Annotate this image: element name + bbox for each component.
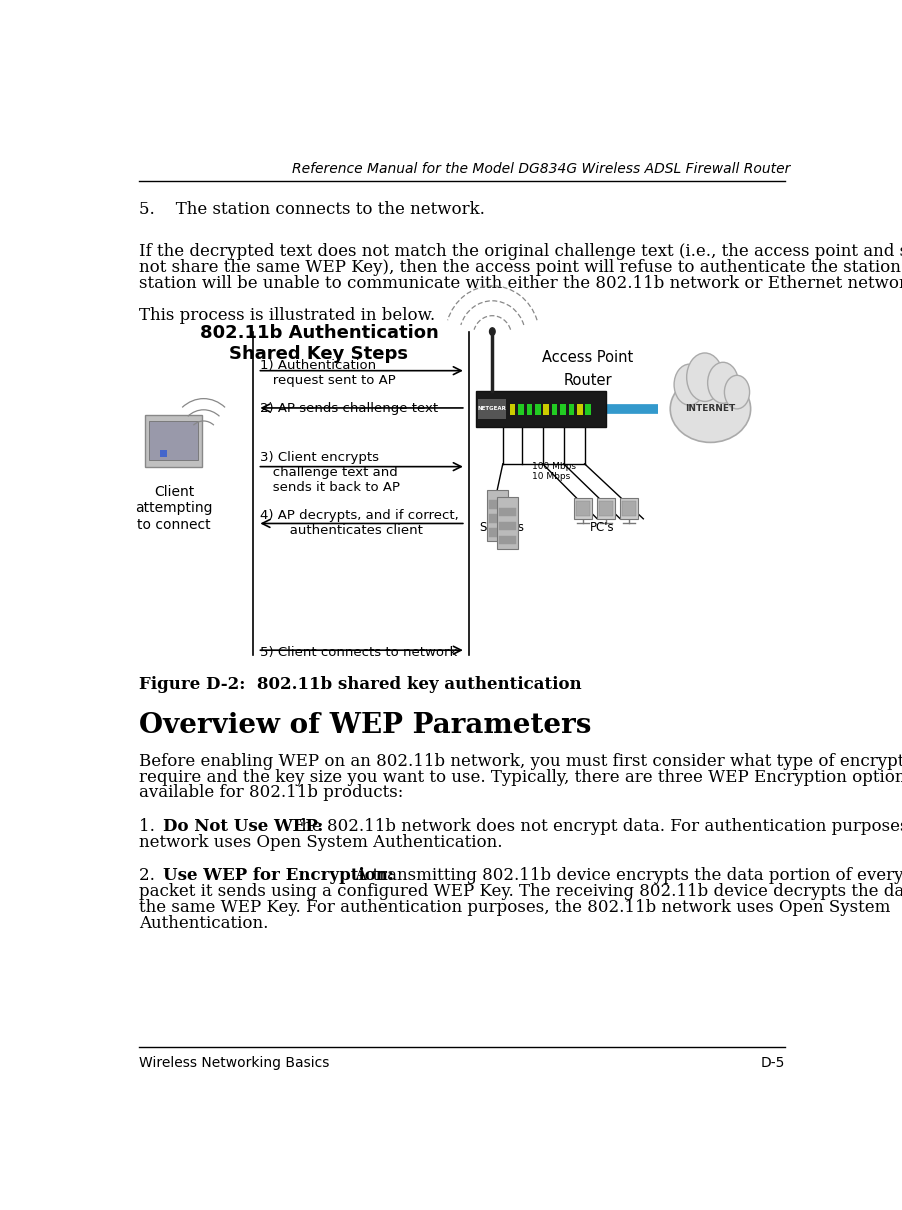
Text: Do Not Use WEP:: Do Not Use WEP: xyxy=(162,818,323,835)
Text: Use WEP for Encryption:: Use WEP for Encryption: xyxy=(162,868,393,885)
Text: Before enabling WEP on an 802.11b network, you must first consider what type of : Before enabling WEP on an 802.11b networ… xyxy=(139,753,902,770)
Text: the same WEP Key. For authentication purposes, the 802.11b network uses Open Sys: the same WEP Key. For authentication pur… xyxy=(139,899,890,916)
Text: Wireless Networking Basics: Wireless Networking Basics xyxy=(139,1056,330,1071)
Bar xyxy=(510,404,515,415)
Bar xyxy=(500,522,516,530)
Text: Router: Router xyxy=(564,373,612,387)
Bar xyxy=(161,450,167,457)
Bar xyxy=(577,404,583,415)
Text: available for 802.11b products:: available for 802.11b products: xyxy=(139,784,404,801)
Text: Overview of WEP Parameters: Overview of WEP Parameters xyxy=(139,711,592,738)
Text: 4) AP decrypts, and if correct,
       authenticates client: 4) AP decrypts, and if correct, authenti… xyxy=(260,508,458,536)
Bar xyxy=(489,528,506,536)
Ellipse shape xyxy=(670,375,750,443)
Text: Access Point: Access Point xyxy=(542,350,634,365)
Text: Figure D-2:  802.11b shared key authentication: Figure D-2: 802.11b shared key authentic… xyxy=(139,676,582,693)
Bar xyxy=(535,404,540,415)
Text: The 802.11b network does not encrypt data. For authentication purposes, the: The 802.11b network does not encrypt dat… xyxy=(285,818,902,835)
Text: 3) Client encrypts
   challenge text and
   sends it back to AP: 3) Client encrypts challenge text and se… xyxy=(260,451,400,494)
Bar xyxy=(568,404,575,415)
Text: 5.    The station connects to the network.: 5. The station connects to the network. xyxy=(139,201,485,218)
Text: station will be unable to communicate with either the 802.11b network or Etherne: station will be unable to communicate wi… xyxy=(139,275,902,292)
Bar xyxy=(575,499,592,519)
Bar xyxy=(500,536,516,544)
Bar xyxy=(560,404,566,415)
Bar xyxy=(497,497,519,548)
Text: PC's: PC's xyxy=(590,520,614,534)
Text: If the decrypted text does not match the original challenge text (i.e., the acce: If the decrypted text does not match the… xyxy=(139,243,902,260)
Text: require and the key size you want to use. Typically, there are three WEP Encrypt: require and the key size you want to use… xyxy=(139,768,902,785)
Bar xyxy=(527,404,532,415)
Text: not share the same WEP Key), then the access point will refuse to authenticate t: not share the same WEP Key), then the ac… xyxy=(139,259,902,276)
Text: This process is illustrated in below.: This process is illustrated in below. xyxy=(139,307,436,324)
Circle shape xyxy=(724,375,750,409)
Bar xyxy=(500,508,516,515)
Text: 5) Client connects to network: 5) Client connects to network xyxy=(260,646,456,659)
Bar xyxy=(487,490,508,541)
Text: Authentication.: Authentication. xyxy=(139,915,269,932)
FancyBboxPatch shape xyxy=(149,421,198,460)
Bar xyxy=(476,391,605,427)
Text: 802.11b Authentication
Shared Key Steps: 802.11b Authentication Shared Key Steps xyxy=(199,324,438,363)
Bar xyxy=(597,499,614,519)
Text: Servers: Servers xyxy=(479,520,524,534)
Text: network uses Open System Authentication.: network uses Open System Authentication. xyxy=(139,834,502,851)
Bar xyxy=(599,501,612,515)
FancyBboxPatch shape xyxy=(145,415,202,467)
Text: INTERNET: INTERNET xyxy=(686,404,735,414)
Bar xyxy=(489,500,506,508)
Circle shape xyxy=(686,353,723,402)
Text: 100 Mbps
10 Mbps: 100 Mbps 10 Mbps xyxy=(532,462,576,482)
Text: 1.: 1. xyxy=(139,818,161,835)
Text: 2.: 2. xyxy=(139,868,161,885)
Text: A transmitting 802.11b device encrypts the data portion of every: A transmitting 802.11b device encrypts t… xyxy=(350,868,902,885)
Bar xyxy=(478,398,506,419)
Text: 2) AP sends challenge text: 2) AP sends challenge text xyxy=(260,403,437,415)
Text: NETGEAR: NETGEAR xyxy=(477,407,506,411)
Bar xyxy=(621,499,638,519)
Bar xyxy=(519,404,524,415)
Circle shape xyxy=(708,362,739,403)
Bar xyxy=(552,404,557,415)
Text: D-5: D-5 xyxy=(761,1056,786,1071)
Text: Client
attempting
to connect: Client attempting to connect xyxy=(135,485,213,531)
Circle shape xyxy=(490,328,495,335)
Text: Reference Manual for the Model DG834G Wireless ADSL Firewall Router: Reference Manual for the Model DG834G Wi… xyxy=(292,162,791,175)
Bar xyxy=(543,404,549,415)
Text: packet it sends using a configured WEP Key. The receiving 802.11b device decrypt: packet it sends using a configured WEP K… xyxy=(139,883,902,900)
Text: 1) Authentication
   request sent to AP: 1) Authentication request sent to AP xyxy=(260,359,395,387)
Bar xyxy=(576,501,590,515)
Bar xyxy=(622,501,636,515)
Circle shape xyxy=(674,364,704,405)
Bar xyxy=(585,404,591,415)
Bar xyxy=(489,514,506,523)
